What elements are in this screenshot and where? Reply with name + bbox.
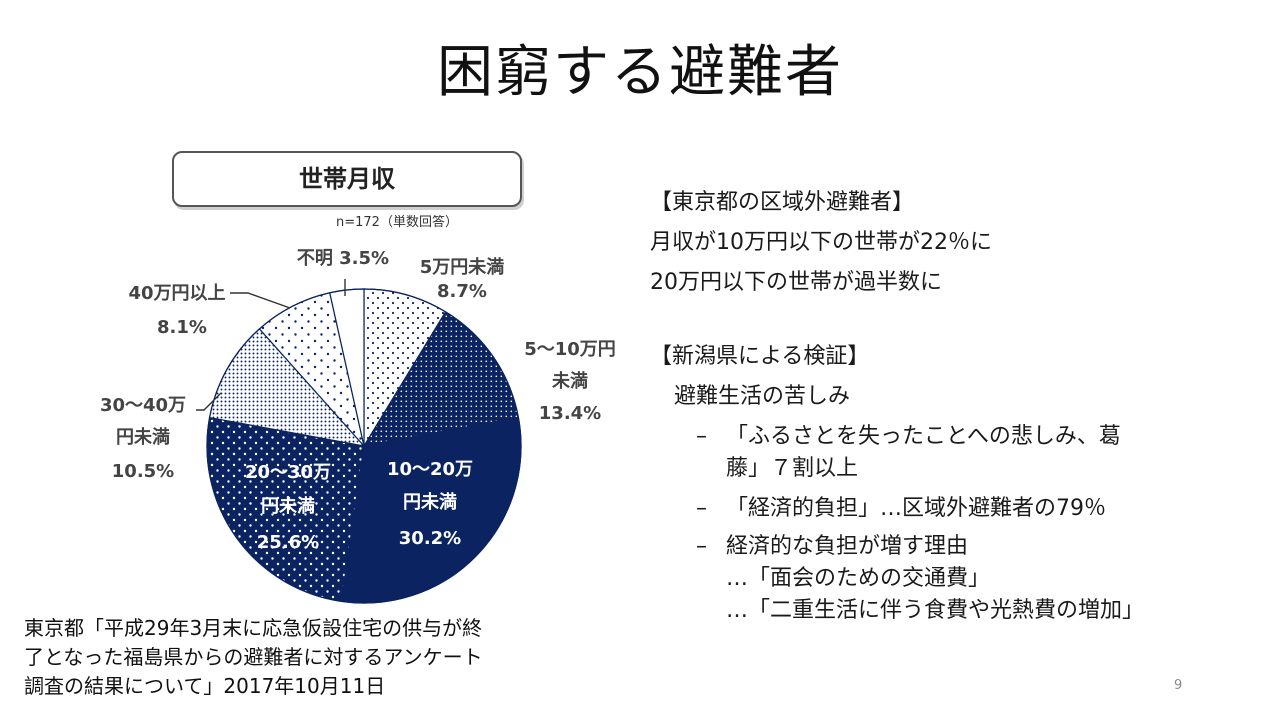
slice-label-30-40man-name: 30～40万 <box>100 395 186 416</box>
chart-sample-note: n=172（単数回答） <box>336 215 458 230</box>
slice-label-under-5man-name: 5万円未満 <box>420 256 505 278</box>
leader-line-30-40man <box>196 392 222 411</box>
bullet-1-line-2: 藤」７割以上 <box>726 456 859 481</box>
pie-outline <box>206 288 522 604</box>
leader-line-40man-over <box>230 292 291 309</box>
slice-label-unknown: 不明 3.5% <box>297 248 389 269</box>
bullet-dash: – <box>696 496 707 521</box>
slice-label-30-40man-value: 10.5% <box>112 461 174 482</box>
chart-title-box: 世帯月収 <box>172 151 522 207</box>
slice-label-10-20man-name2: 円未満 <box>403 491 457 513</box>
slice-label-under-5man-value: 8.7% <box>437 281 487 302</box>
bullet-1-text-1: 「ふるさとを失ったことへの悲しみ、葛 <box>726 424 1121 449</box>
source-line-3: 調査の結果について」2017年10月11日 <box>24 674 386 698</box>
slice-label-30-40man-name2: 円未満 <box>116 426 170 448</box>
slice-label-20-30man-name: 20～30万 <box>245 462 331 483</box>
tokyo-line-2: 20万円以下の世帯が過半数に <box>650 270 942 295</box>
bullet-2-line-1: – 「経済的負担」…区域外避難者の79％ <box>696 494 1106 524</box>
slice-label-5-10man-name2: 未満 <box>552 370 588 392</box>
source-citation: 東京都「平成29年3月末に応急仮設住宅の供与が終 了となった福島県からの避難者に… <box>24 614 584 701</box>
slide-title: 困窮する避難者 <box>437 40 843 105</box>
niigata-subheading: 避難生活の苦しみ <box>674 384 851 409</box>
bullet-1-line-1: – 「ふるさとを失ったことへの悲しみ、葛 <box>696 422 1121 452</box>
bullet-3-line-1: – 経済的な負担が増す理由 <box>696 532 968 562</box>
slice-label-5-10man-value: 13.4% <box>539 403 601 424</box>
slice-label-40man-over-name: 40万円以上 <box>128 283 225 304</box>
slice-label-10-20man-name: 10～20万 <box>387 459 473 480</box>
niigata-heading: 【新潟県による検証】 <box>650 344 870 369</box>
pie-chart: 5万円未満 8.7% 5～10万円 未満 13.4% 10～20万 円未満 30… <box>100 248 616 604</box>
bullet-dash: – <box>696 534 707 559</box>
bullet-3-text-1: 経済的な負担が増す理由 <box>726 534 969 559</box>
slice-label-20-30man-name2: 円未満 <box>261 495 315 517</box>
tokyo-line-1: 月収が10万円以下の世帯が22％に <box>650 230 992 255</box>
page-number: 9 <box>1174 678 1183 693</box>
source-line-2: 了となった福島県からの避難者に対するアンケート <box>24 645 483 669</box>
slice-label-10-20man-value: 30.2% <box>399 528 461 549</box>
slice-label-20-30man-value: 25.6% <box>257 532 319 553</box>
slice-label-40man-over-value: 8.1% <box>157 317 207 338</box>
bullet-3-line-2: …「面会のための交通費」 <box>726 566 991 591</box>
bullet-dash: – <box>696 424 707 449</box>
tokyo-heading: 【東京都の区域外避難者】 <box>650 190 915 215</box>
source-line-1: 東京都「平成29年3月末に応急仮設住宅の供与が終 <box>24 616 483 640</box>
bullet-2-text-1: 「経済的負担」…区域外避難者の79％ <box>726 496 1106 521</box>
bullet-3-line-3: …「二重生活に伴う食費や光熱費の増加」 <box>726 598 1145 623</box>
slice-label-5-10man-name: 5～10万円 <box>524 339 616 360</box>
